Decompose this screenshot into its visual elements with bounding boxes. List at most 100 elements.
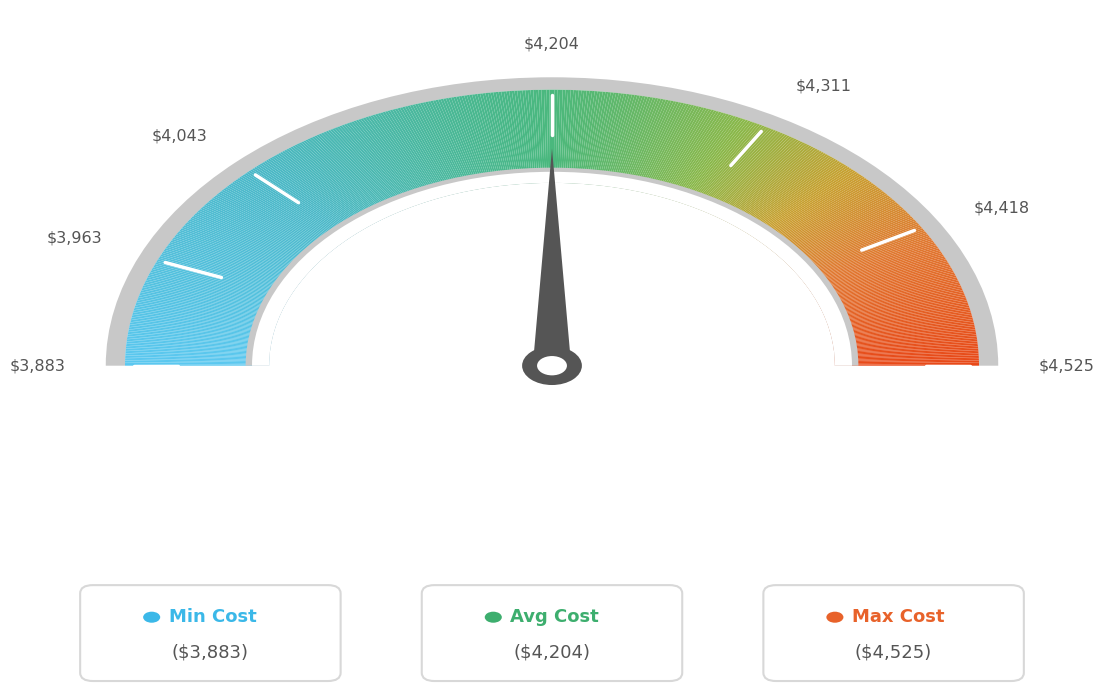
Wedge shape — [831, 322, 974, 338]
Wedge shape — [199, 209, 319, 263]
Wedge shape — [800, 233, 927, 279]
Wedge shape — [148, 275, 285, 307]
Wedge shape — [605, 95, 635, 186]
Wedge shape — [136, 304, 276, 326]
Circle shape — [144, 611, 160, 622]
Wedge shape — [323, 132, 402, 211]
Wedge shape — [649, 107, 702, 195]
Wedge shape — [190, 218, 314, 268]
Wedge shape — [153, 266, 288, 301]
Wedge shape — [256, 166, 357, 234]
Wedge shape — [581, 91, 597, 184]
Wedge shape — [666, 113, 726, 199]
Wedge shape — [825, 290, 964, 317]
Wedge shape — [817, 269, 953, 303]
Wedge shape — [407, 106, 458, 194]
Wedge shape — [158, 257, 291, 295]
Wedge shape — [160, 255, 293, 293]
Wedge shape — [152, 267, 288, 302]
Wedge shape — [612, 96, 645, 187]
Wedge shape — [373, 115, 435, 200]
Wedge shape — [246, 172, 351, 238]
Wedge shape — [734, 154, 828, 226]
Wedge shape — [655, 108, 709, 196]
Wedge shape — [830, 314, 972, 333]
Wedge shape — [164, 248, 296, 289]
Wedge shape — [800, 235, 928, 279]
Wedge shape — [241, 175, 347, 241]
Wedge shape — [825, 294, 965, 319]
Wedge shape — [138, 295, 278, 320]
Text: ($3,883): ($3,883) — [172, 644, 248, 662]
Wedge shape — [822, 284, 960, 313]
Wedge shape — [420, 103, 466, 192]
Wedge shape — [385, 111, 443, 197]
Wedge shape — [732, 153, 826, 226]
Wedge shape — [315, 135, 396, 214]
Wedge shape — [662, 112, 722, 198]
Wedge shape — [299, 142, 385, 219]
Wedge shape — [563, 90, 571, 183]
Wedge shape — [380, 112, 439, 198]
Wedge shape — [567, 90, 578, 184]
Text: $4,204: $4,204 — [524, 36, 580, 51]
Wedge shape — [254, 167, 355, 235]
Wedge shape — [715, 140, 800, 217]
Wedge shape — [821, 280, 959, 311]
Wedge shape — [177, 233, 304, 279]
Wedge shape — [213, 197, 329, 255]
Wedge shape — [672, 116, 736, 201]
Wedge shape — [126, 346, 269, 354]
Wedge shape — [308, 139, 392, 216]
Wedge shape — [482, 93, 508, 186]
Wedge shape — [731, 152, 825, 225]
Wedge shape — [835, 362, 979, 364]
Wedge shape — [217, 193, 332, 252]
Wedge shape — [603, 95, 631, 186]
Text: $4,311: $4,311 — [795, 78, 851, 93]
Wedge shape — [694, 127, 769, 208]
Wedge shape — [223, 188, 336, 249]
Wedge shape — [820, 277, 957, 308]
Wedge shape — [753, 172, 858, 238]
Wedge shape — [337, 126, 411, 208]
Wedge shape — [620, 98, 658, 188]
Wedge shape — [163, 250, 295, 290]
Wedge shape — [355, 120, 424, 204]
Wedge shape — [761, 179, 869, 243]
Wedge shape — [711, 137, 794, 215]
Polygon shape — [533, 148, 571, 366]
Wedge shape — [832, 328, 975, 342]
Wedge shape — [832, 333, 976, 345]
Wedge shape — [188, 221, 311, 270]
Wedge shape — [729, 150, 820, 224]
Wedge shape — [304, 140, 389, 217]
Wedge shape — [587, 92, 608, 184]
Wedge shape — [461, 96, 493, 187]
Wedge shape — [818, 270, 954, 304]
Wedge shape — [230, 183, 340, 246]
Wedge shape — [259, 164, 360, 233]
Wedge shape — [682, 121, 751, 204]
Wedge shape — [282, 151, 374, 224]
Wedge shape — [144, 284, 282, 313]
Wedge shape — [651, 107, 704, 195]
Wedge shape — [555, 90, 560, 183]
Wedge shape — [347, 123, 417, 206]
Wedge shape — [573, 90, 587, 184]
Wedge shape — [475, 94, 502, 186]
Wedge shape — [784, 208, 904, 262]
Wedge shape — [788, 213, 910, 266]
Wedge shape — [501, 92, 520, 184]
Wedge shape — [656, 109, 712, 196]
Text: ($4,204): ($4,204) — [513, 644, 591, 662]
Wedge shape — [243, 175, 348, 239]
Wedge shape — [237, 178, 344, 242]
Wedge shape — [467, 95, 497, 186]
Wedge shape — [835, 348, 978, 355]
Wedge shape — [669, 115, 731, 200]
Wedge shape — [106, 77, 998, 366]
Wedge shape — [166, 246, 297, 288]
Wedge shape — [665, 112, 724, 198]
Wedge shape — [820, 279, 958, 309]
